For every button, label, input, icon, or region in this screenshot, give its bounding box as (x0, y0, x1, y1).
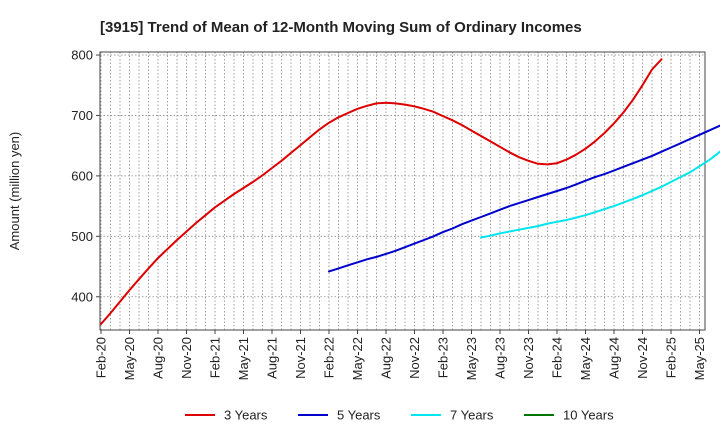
x-tick-label: Feb-21 (208, 337, 223, 378)
y-axis-ticks: 400 500 600 700 800 (71, 48, 100, 304)
x-tick-label: Feb-23 (436, 337, 451, 378)
series-line-3-years (100, 58, 663, 325)
x-tick-label: Feb-25 (664, 337, 679, 378)
series-line-7-years (480, 150, 720, 239)
legend-label: 5 Years (337, 408, 381, 423)
x-tick-label: Nov-22 (407, 337, 422, 379)
grid (100, 52, 705, 330)
x-tick-label: May-22 (350, 337, 365, 380)
x-tick-label: Aug-20 (151, 337, 166, 379)
x-tick-label: Feb-24 (550, 337, 565, 378)
x-tick-label: Feb-22 (322, 337, 337, 378)
legend-label: 7 Years (450, 408, 494, 423)
x-tick-label: Nov-20 (179, 337, 194, 379)
y-tick-label: 500 (71, 229, 93, 244)
x-tick-label: May-20 (122, 337, 137, 380)
x-tick-label: May-23 (464, 337, 479, 380)
x-tick-label: May-24 (578, 337, 593, 380)
legend: 3 Years 5 Years 7 Years 10 Years (185, 408, 614, 423)
x-tick-label: Nov-24 (635, 337, 650, 379)
x-tick-label: May-25 (692, 337, 707, 380)
x-tick-label: Aug-21 (265, 337, 280, 379)
y-tick-label: 400 (71, 289, 93, 304)
x-tick-label: Aug-23 (493, 337, 508, 379)
y-tick-label: 800 (71, 48, 93, 63)
legend-label: 10 Years (563, 408, 614, 423)
y-tick-label: 700 (71, 108, 93, 123)
x-tick-label: Feb-20 (94, 337, 109, 378)
series-group (100, 58, 720, 325)
plot-area (99, 51, 706, 331)
x-tick-label: Aug-22 (379, 337, 394, 379)
x-tick-label: Nov-23 (521, 337, 536, 379)
x-tick-label: Nov-21 (293, 337, 308, 379)
chart-title: [3915] Trend of Mean of 12-Month Moving … (100, 19, 582, 36)
x-tick-label: Aug-24 (607, 337, 622, 379)
x-axis-ticks: Feb-20 May-20 Aug-20 Nov-20 Feb-21 May-21 Aug-… (94, 330, 707, 380)
y-tick-label: 600 (71, 168, 93, 183)
legend-label: 3 Years (224, 408, 268, 423)
series-line-5-years (328, 124, 720, 273)
x-tick-label: May-21 (236, 337, 251, 380)
y-axis-label: Amount (million yen) (7, 132, 22, 251)
